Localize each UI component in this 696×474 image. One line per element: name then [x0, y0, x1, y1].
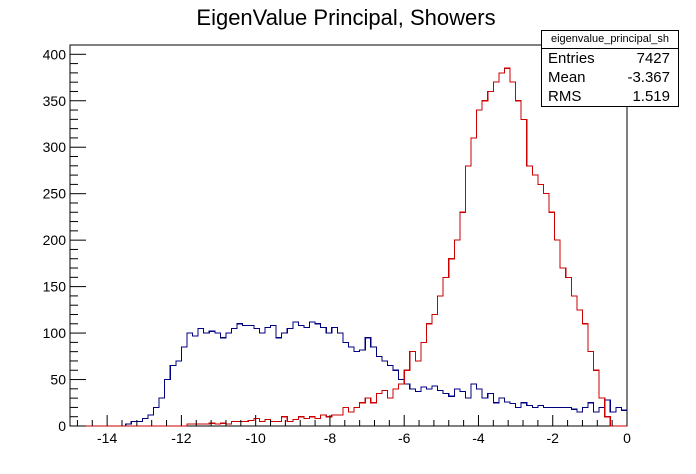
y-tick-label: 50: [50, 372, 66, 388]
stats-box: eigenvalue_principal_sh Entries 7427 Mea…: [541, 30, 679, 107]
series-1-line: [70, 67, 627, 427]
series-layer: [70, 67, 627, 427]
x-tick-label: 0: [623, 430, 631, 446]
plot-frame: [69, 44, 628, 427]
stats-value-entries: 7427: [636, 50, 670, 67]
y-tick-label: 150: [43, 279, 67, 295]
stats-row-rms: RMS 1.519: [542, 87, 678, 106]
stats-label-rms: RMS: [548, 88, 582, 105]
stats-row-mean: Mean -3.367: [542, 68, 678, 87]
stats-value-mean: -3.367: [627, 69, 670, 86]
stats-row-entries: Entries 7427: [542, 49, 678, 68]
y-tick-label: 200: [43, 232, 67, 248]
x-tick-label: -6: [398, 430, 411, 446]
x-tick-label: -12: [171, 430, 191, 446]
stats-value-rms: 1.519: [632, 88, 670, 105]
x-tick-label: -10: [246, 430, 266, 446]
y-tick-label: 300: [43, 139, 67, 155]
plot-area-border: [69, 44, 628, 427]
axes-layer: -14 -12 -10 -8 -6 -4 -2 0 0 50 100 150 200 250 300 350 4…: [43, 46, 631, 446]
y-tick-label: 400: [43, 46, 67, 62]
x-tick-label: -14: [97, 430, 117, 446]
stats-label-entries: Entries: [548, 50, 595, 67]
y-tick-label: 250: [43, 186, 67, 202]
stats-box-title: eigenvalue_principal_sh: [542, 31, 678, 49]
chart-title: EigenValue Principal, Showers: [196, 5, 495, 30]
x-tick-label: -2: [547, 430, 560, 446]
y-tick-label: 0: [58, 418, 66, 434]
x-tick-label: -8: [324, 430, 337, 446]
series-0-line: [70, 321, 627, 427]
x-tick-label: -4: [472, 430, 485, 446]
stats-label-mean: Mean: [548, 69, 586, 86]
y-tick-label: 350: [43, 93, 67, 109]
y-tick-label: 100: [43, 325, 67, 341]
